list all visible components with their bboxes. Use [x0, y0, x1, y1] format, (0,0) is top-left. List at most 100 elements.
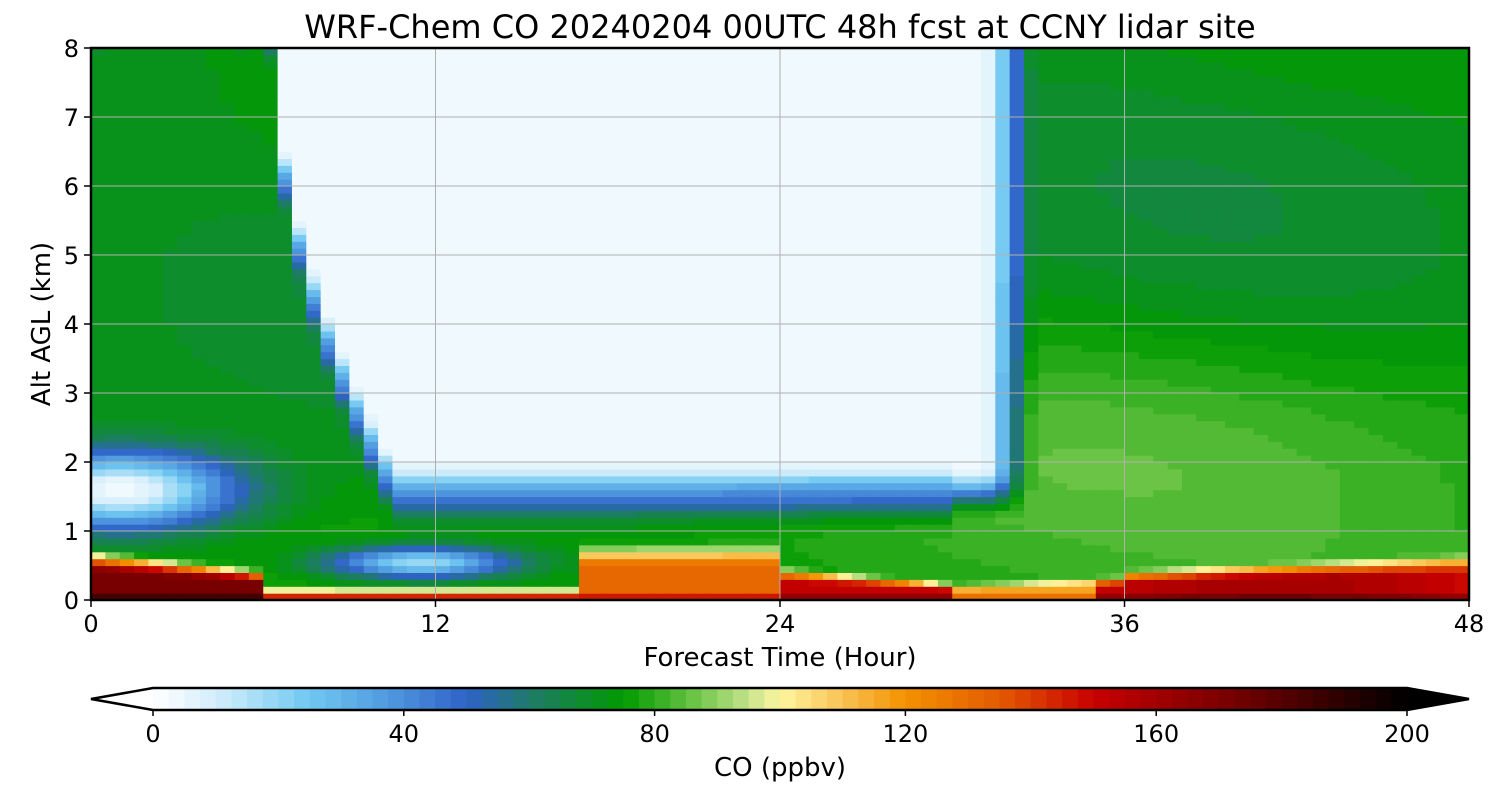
heatmap-cell	[392, 103, 408, 111]
heatmap-cell	[162, 255, 178, 263]
heatmap-cell	[406, 427, 422, 435]
heatmap-cell	[521, 558, 537, 567]
heatmap-cell	[91, 48, 106, 56]
heatmap-cell	[622, 158, 638, 166]
heatmap-cell	[909, 324, 925, 332]
heatmap-cell	[736, 192, 752, 201]
heatmap-cell	[162, 110, 178, 118]
heatmap-cell	[736, 103, 752, 111]
heatmap-cell	[464, 282, 480, 291]
heatmap-cell	[650, 386, 666, 394]
heatmap-cell	[894, 489, 910, 498]
heatmap-cell	[191, 268, 207, 277]
heatmap-cell	[320, 330, 336, 339]
heatmap-cell	[435, 261, 451, 270]
heatmap-cell	[851, 344, 867, 353]
heatmap-cell	[248, 268, 264, 277]
heatmap-cell	[177, 103, 193, 111]
heatmap-cell	[148, 227, 164, 235]
heatmap-cell	[952, 172, 968, 180]
heatmap-cell	[234, 82, 250, 90]
heatmap-cell	[507, 206, 523, 215]
heatmap-cell	[277, 386, 293, 394]
heatmap-cell	[808, 268, 824, 277]
heatmap-cell	[851, 192, 867, 201]
heatmap-cell	[923, 427, 939, 435]
heatmap-cell	[866, 413, 882, 422]
heatmap-cell	[894, 317, 910, 325]
heatmap-cell	[937, 137, 953, 146]
heatmap-cell	[909, 89, 925, 97]
heatmap-cell	[693, 434, 709, 442]
heatmap-cell	[248, 537, 264, 546]
heatmap-cell	[478, 420, 494, 429]
heatmap-cell	[220, 524, 236, 532]
heatmap-cell	[579, 565, 594, 573]
heatmap-cell	[894, 496, 910, 504]
heatmap-cell	[507, 234, 523, 242]
heatmap-cell	[636, 393, 652, 401]
heatmap-cell	[263, 517, 279, 525]
heatmap-cell	[105, 54, 121, 63]
heatmap-cell	[650, 503, 666, 511]
heatmap-cell	[421, 482, 437, 491]
heatmap-cell	[837, 386, 853, 394]
heatmap-cell	[636, 517, 652, 525]
heatmap-cell	[665, 310, 681, 318]
heatmap-cell	[277, 531, 293, 539]
heatmap-cell	[751, 275, 767, 284]
heatmap-cell	[449, 117, 465, 125]
heatmap-cell	[980, 455, 996, 463]
heatmap-cell	[320, 586, 336, 594]
heatmap-cell	[665, 303, 681, 311]
heatmap-cell	[449, 206, 465, 215]
heatmap-cell	[808, 151, 824, 159]
heatmap-cell	[579, 151, 594, 159]
heatmap-cell	[679, 310, 695, 318]
heatmap-cell	[363, 448, 379, 456]
heatmap-cell	[722, 379, 738, 387]
heatmap-cell	[823, 192, 839, 201]
heatmap-cell	[320, 372, 336, 380]
heatmap-cell	[378, 330, 394, 339]
heatmap-cell	[435, 427, 451, 435]
heatmap-cell	[708, 199, 724, 208]
heatmap-cell	[851, 248, 867, 256]
heatmap-cell	[722, 448, 738, 456]
heatmap-cell	[134, 565, 150, 573]
heatmap-cell	[851, 220, 867, 228]
heatmap-cell	[349, 475, 365, 484]
heatmap-cell	[162, 130, 178, 139]
heatmap-cell	[277, 241, 293, 249]
heatmap-cell	[134, 455, 150, 463]
heatmap-cell	[464, 413, 480, 422]
heatmap-cell	[765, 572, 781, 580]
heatmap-cell	[392, 455, 408, 463]
heatmap-cell	[736, 468, 752, 477]
heatmap-cell	[162, 179, 178, 187]
heatmap-cell	[449, 137, 465, 146]
heatmap-cell	[363, 551, 379, 560]
heatmap-cell	[335, 227, 350, 235]
heatmap-cell	[220, 468, 236, 477]
heatmap-cell	[937, 151, 953, 159]
heatmap-cell	[521, 537, 537, 546]
heatmap-cell	[765, 393, 781, 401]
heatmap-cell	[177, 165, 193, 173]
heatmap-cell	[665, 130, 681, 139]
heatmap-cell	[909, 96, 925, 104]
heatmap-cell	[650, 110, 666, 118]
heatmap-cell	[91, 489, 106, 498]
heatmap-cell	[794, 330, 810, 339]
heatmap-cell	[794, 130, 810, 139]
heatmap-cell	[837, 434, 853, 442]
heatmap-cell	[880, 234, 896, 242]
heatmap-cell	[564, 310, 580, 318]
heatmap-cell	[378, 103, 394, 111]
heatmap-cell	[263, 296, 279, 304]
heatmap-cell	[148, 572, 164, 580]
heatmap-cell	[492, 289, 508, 297]
heatmap-cell	[162, 172, 178, 180]
heatmap-cell	[909, 282, 925, 291]
heatmap-cell	[765, 455, 781, 463]
